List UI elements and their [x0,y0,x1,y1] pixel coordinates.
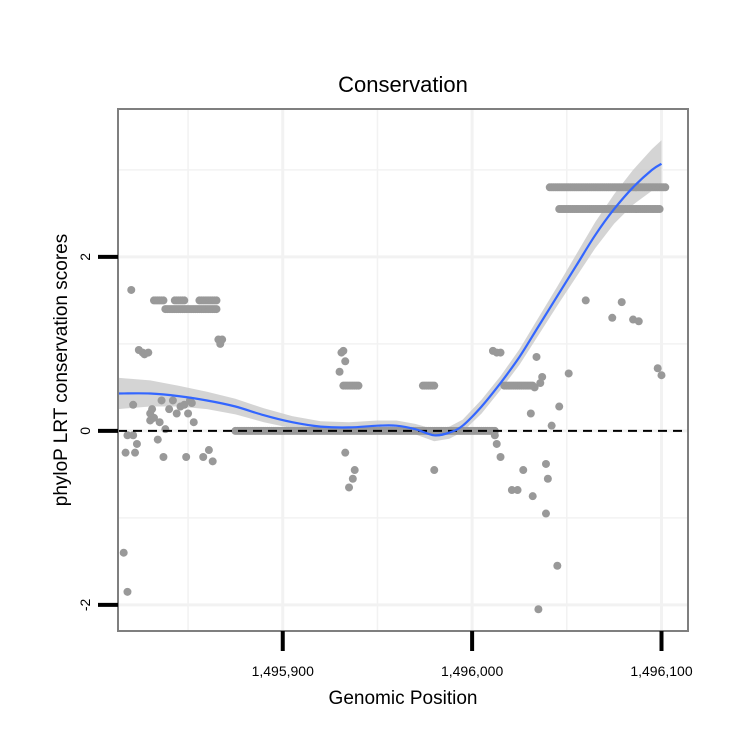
data-point [131,448,140,457]
data-point [132,439,141,448]
data-point [348,474,357,483]
data-point [144,348,153,357]
data-point [547,421,556,430]
smooth-curve [117,162,663,437]
panel-border [117,108,689,632]
data-point [657,371,666,380]
data-point [341,357,350,366]
x-tick-label: 1,496,100 [630,663,692,679]
x-axis-title: Genomic Position [329,688,478,709]
data-point [155,418,164,427]
data-point [187,399,196,408]
y-tick-label: -2 [77,598,93,611]
data-point [180,400,189,409]
data-point [335,367,344,376]
data-point [121,448,130,457]
data-point [492,439,501,448]
data-point [530,383,539,392]
data-point [184,409,193,418]
data-point [555,402,564,411]
data-point [581,296,590,305]
data-point [339,346,348,355]
data-point [490,431,499,440]
data-point [168,396,177,405]
data-point [208,457,217,466]
data-point [526,409,535,418]
data-point [513,486,522,495]
data-point [538,372,547,381]
data-point [661,183,670,192]
data-point [341,448,350,457]
data-point [159,296,168,305]
data-point [149,413,158,422]
data-point [159,453,168,461]
data-point [119,548,128,557]
data-point [129,431,138,440]
data-point [634,317,643,326]
data-point [148,405,157,414]
data-point [496,453,505,461]
smooth-line [117,162,663,437]
data-point [608,313,617,322]
data-point [218,335,227,344]
chart-title: Conservation [338,72,468,97]
data-point [180,296,189,305]
data-point [165,405,174,414]
x-tick-label: 1,496,000 [441,663,503,679]
data-point [430,466,439,475]
data-point [199,453,208,461]
y-tick-label: 2 [77,253,93,261]
data-point [536,379,545,388]
data-point [212,305,221,314]
data-point [123,587,132,596]
data-point [354,381,363,390]
data-point [345,483,354,492]
data-point [172,409,181,418]
data-point [496,348,505,357]
data-point [129,400,138,409]
data-point [127,285,136,294]
data-point [534,605,543,614]
data-point [655,205,664,214]
data-point [543,474,552,483]
data-point [541,509,550,518]
data-point [507,486,516,495]
data-point [204,446,213,455]
data-point [553,561,562,570]
data-point [617,298,626,307]
x-tick-label: 1,495,900 [252,663,314,679]
data-point [153,435,162,444]
data-point [212,296,221,305]
data-point [653,364,662,373]
data-point [161,425,170,434]
axes: 1,495,900 1,496,000 1,496,100 -2 0 2 [77,253,693,679]
data-point [541,459,550,468]
data-point [532,352,541,361]
y-axis-title: phyloP LRT conservation scores [51,234,72,507]
y-tick-label: 0 [77,427,93,435]
data-point [189,418,198,427]
data-point [157,396,166,405]
data-point [564,369,573,378]
data-point [430,381,439,390]
data-point [519,466,528,475]
data-point [182,453,191,461]
data-point [123,431,132,440]
data-point [528,492,537,501]
data-point [350,466,359,475]
